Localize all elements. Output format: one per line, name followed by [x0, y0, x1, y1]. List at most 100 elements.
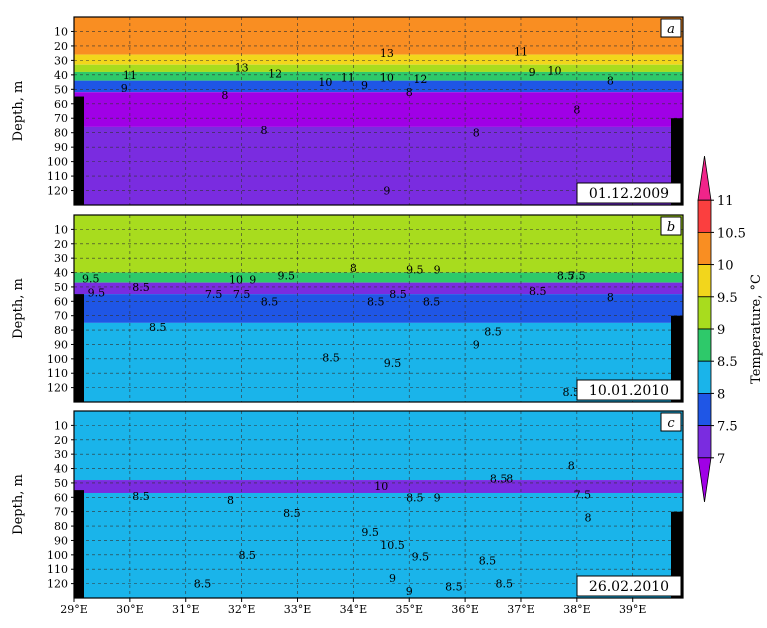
y-tick-label: 70	[54, 506, 68, 519]
colorbar-tick-label: 8.5	[717, 355, 738, 370]
temp-layer	[74, 54, 683, 65]
contour-label: 8	[607, 75, 614, 88]
y-tick-label: 60	[54, 295, 68, 308]
y-tick-label: 90	[54, 338, 68, 351]
contour-label: 9.5	[82, 272, 100, 285]
y-axis-label: Depth, m	[11, 474, 26, 535]
y-tick-label: 120	[47, 185, 68, 198]
contour-label: 12	[268, 67, 282, 80]
contour-label: 9	[529, 66, 536, 79]
contour-label: 8	[350, 262, 357, 275]
contour-label: 9.5	[88, 287, 106, 300]
y-tick-label: 40	[54, 267, 68, 280]
contour-label: 8	[260, 124, 267, 137]
contour-label: 8	[506, 473, 513, 486]
contour-label: 10.5	[380, 539, 405, 552]
contour-label: 8.5	[132, 281, 150, 294]
contour-label: 13	[380, 47, 394, 60]
colorbar-tick-label: 9.5	[717, 291, 738, 306]
y-tick-label: 40	[54, 69, 68, 82]
contour-label: 11	[123, 69, 137, 82]
panel-frame	[73, 214, 684, 403]
contour-label: 8	[221, 89, 228, 102]
contour-label: 9.5	[412, 550, 430, 563]
contour-label: 8.5	[423, 295, 441, 308]
colorbar-swatch	[697, 264, 712, 298]
contour-label: 8.5	[479, 555, 497, 568]
contour-label: 8	[607, 291, 614, 304]
contour-label: 8.5	[495, 578, 513, 591]
contour-label: 8	[473, 127, 480, 140]
contour-label: 8.5	[194, 578, 212, 591]
temp-layer	[74, 282, 683, 295]
shelf-left	[74, 294, 84, 402]
panel-letter-box	[660, 412, 682, 432]
panel-date: 10.01.2010	[589, 383, 669, 399]
contour-label: 9.5	[361, 526, 379, 539]
temp-layer	[74, 80, 683, 93]
contour-label: 10	[229, 274, 243, 287]
colorbar-tick-label: 10	[717, 259, 734, 274]
y-tick-label: 40	[54, 463, 68, 476]
x-tick-label: 30°E	[116, 603, 144, 616]
y-tick-label: 60	[54, 98, 68, 111]
contour-label: 8.5	[406, 491, 424, 504]
y-tick-label: 30	[54, 54, 68, 67]
y-tick-label: 100	[47, 353, 68, 366]
y-tick-label: 20	[54, 434, 68, 447]
contour-label: 8.5	[557, 269, 575, 282]
panel-date: 26.02.2010	[589, 579, 669, 595]
panel-letter-box	[660, 18, 682, 38]
contour-label: 9.5	[278, 269, 296, 282]
temp-layer	[74, 17, 683, 55]
contour-label: 8	[573, 104, 580, 117]
contour-label: 12	[413, 73, 427, 86]
contour-label: 7.5	[205, 288, 223, 301]
contour-label: 8.5	[563, 386, 581, 399]
y-tick-label: 10	[54, 419, 68, 432]
temp-layer	[74, 411, 683, 481]
contour-label: 9.5	[384, 357, 402, 370]
y-tick-label: 80	[54, 324, 68, 337]
x-axis: 29°E 30°E 31°E 32°E 33°E 34°E 35°E 36°E 37°E 38°E…	[60, 598, 646, 616]
temp-layer	[74, 64, 683, 72]
x-tick-label: 33°E	[284, 603, 312, 616]
panel-b: 9.59.5 8.510 97.59.57.58.58.58.58 9.5 98.58.…	[11, 214, 684, 403]
y-tick-label: 80	[54, 127, 68, 140]
y-tick-label: 110	[47, 170, 68, 183]
y-tick-label: 90	[54, 534, 68, 547]
contour-label: 10	[547, 65, 561, 78]
temp-layer	[74, 71, 683, 81]
y-tick-label: 10	[54, 223, 68, 236]
y-axis-label: Depth, m	[11, 278, 26, 339]
contour-label: 8.5	[238, 549, 256, 562]
contour-label: 8.5	[132, 490, 150, 503]
contour-label: 10	[318, 76, 332, 89]
x-tick-label: 38°E	[563, 603, 591, 616]
colorbar-tick-label: 7.5	[717, 420, 738, 435]
contour-label: 9	[389, 572, 396, 585]
y-axis-label: Depth, m	[11, 81, 26, 142]
y-tick-label: 120	[47, 578, 68, 591]
temp-layer	[74, 272, 683, 283]
contour-label: 13	[235, 62, 249, 75]
contour-label: 10	[380, 72, 394, 85]
panel-date: 01.12.2009	[589, 186, 669, 202]
colorbar-swatch	[697, 155, 712, 201]
x-tick-label: 37°E	[507, 603, 535, 616]
x-tick-label: 35°E	[395, 603, 423, 616]
contour-label: 11	[514, 46, 528, 59]
temp-layer	[74, 480, 683, 493]
y-tick-label: 70	[54, 112, 68, 125]
contour-label: 8.5	[367, 295, 385, 308]
date-box	[576, 379, 682, 401]
contour-label: 9	[383, 185, 390, 198]
shelf-left	[74, 96, 84, 205]
colorbar-tick-label: 10.5	[717, 226, 746, 241]
contour-label: 8.5	[389, 288, 407, 301]
contour-label: 10	[374, 480, 388, 493]
contour-label: 8	[568, 460, 575, 473]
